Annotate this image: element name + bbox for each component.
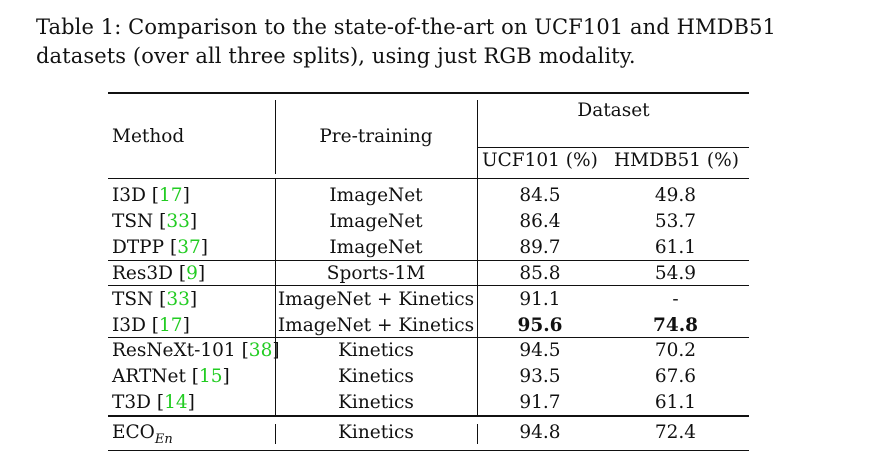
eco-method: ECOEn [112, 422, 173, 447]
row-hmdb51: 49.8 [654, 185, 697, 206]
row-ucf101: 93.5 [519, 366, 561, 388]
row-pretraining: Sports-1M [326, 262, 426, 284]
row-ucf101: 89.7 [519, 236, 561, 258]
row-hmdb51: 54.9 [654, 262, 697, 284]
row-hmdb51: 53.7 [654, 210, 697, 232]
row-ucf101: 86.4 [519, 210, 561, 232]
row-ucf101: 85.8 [519, 262, 561, 284]
header-pretraining: Pre-training [319, 126, 433, 147]
row-method: I3D [17] [112, 314, 190, 336]
group-rule-3 [108, 337, 749, 339]
citation-link[interactable]: 33 [166, 288, 190, 310]
body-vrule-1 [275, 178, 277, 415]
method-name: I3D [112, 314, 146, 336]
comparison-table: Method Pre-training Dataset UCF101 (%) H… [108, 92, 749, 452]
row-pretraining: Kinetics [338, 392, 414, 414]
row-pretraining: ImageNet + Kinetics [277, 314, 475, 336]
header-vrule-3 [477, 148, 479, 172]
eco-hmdb51: 72.4 [654, 422, 697, 443]
row-method: TSN [33] [112, 210, 198, 232]
header-ucf101: UCF101 (%) [482, 150, 598, 171]
row-method: T3D [14] [112, 392, 195, 414]
eco-vrule-2 [477, 424, 479, 444]
row-ucf101: 91.7 [519, 392, 561, 414]
row-method: DTPP [37] [112, 236, 208, 258]
table-caption: Table 1: Comparison to the state-of-the-… [36, 15, 776, 68]
row-method: ARTNet [15] [112, 366, 230, 388]
row-method: ResNeXt-101 [38] [112, 340, 280, 362]
method-name: Res3D [112, 262, 173, 284]
row-hmdb51: 61.1 [654, 392, 697, 414]
method-name: ARTNet [112, 366, 186, 388]
header-vrule-1 [275, 100, 277, 174]
group-rule-1 [108, 260, 749, 262]
row-hmdb51: - [672, 288, 679, 310]
row-pretraining: ImageNet + Kinetics [277, 288, 475, 310]
eco-method-name: ECO [112, 422, 155, 443]
eco-ucf101: 94.8 [519, 422, 561, 443]
row-ucf101: 84.5 [519, 185, 561, 206]
group-rule-2 [108, 285, 749, 287]
method-name: TSN [112, 288, 154, 310]
header-hmdb51: HMDB51 (%) [614, 150, 739, 171]
citation-link[interactable]: 17 [159, 185, 183, 206]
eco-method-subscript: En [154, 432, 173, 447]
body-vrule-2 [477, 178, 479, 415]
method-name: T3D [112, 392, 151, 414]
row-ucf101: 91.1 [519, 288, 561, 310]
eco-pretraining: Kinetics [338, 422, 414, 443]
method-name: I3D [112, 185, 146, 206]
citation-link[interactable]: 17 [159, 314, 183, 336]
top-rule [108, 92, 749, 94]
row-ucf101: 95.6 [517, 314, 563, 336]
header-method: Method [112, 126, 185, 147]
row-hmdb51: 70.2 [654, 340, 697, 362]
row-method: I3D [17] [112, 185, 190, 206]
row-hmdb51: 61.1 [654, 236, 697, 258]
citation-link[interactable]: 33 [166, 210, 190, 232]
header-dataset: Dataset [577, 100, 650, 121]
row-ucf101: 94.5 [519, 340, 561, 362]
header-inner-rule [477, 147, 749, 149]
bottom-rule [108, 450, 749, 452]
header-bottom-rule [108, 178, 749, 180]
method-name: TSN [112, 210, 154, 232]
row-pretraining: ImageNet [329, 185, 423, 206]
row-pretraining: ImageNet [329, 236, 423, 258]
citation-link[interactable]: 14 [164, 392, 188, 414]
row-method: TSN [33] [112, 288, 198, 310]
row-method: Res3D [9] [112, 262, 206, 284]
row-hmdb51: 74.8 [652, 314, 699, 336]
citation-link[interactable]: 15 [198, 366, 223, 388]
citation-link[interactable]: 38 [248, 340, 273, 362]
citation-link[interactable]: 9 [186, 262, 198, 284]
row-pretraining: Kinetics [338, 340, 414, 362]
row-pretraining: Kinetics [338, 366, 414, 388]
row-hmdb51: 67.6 [654, 366, 697, 388]
row-pretraining: ImageNet [329, 210, 423, 232]
eco-vrule-1 [275, 424, 277, 444]
eco-top-rule [108, 415, 749, 418]
citation-link[interactable]: 37 [177, 236, 201, 258]
method-name: ResNeXt-101 [112, 340, 236, 362]
method-name: DTPP [112, 236, 165, 258]
header-vrule-2 [477, 100, 479, 178]
